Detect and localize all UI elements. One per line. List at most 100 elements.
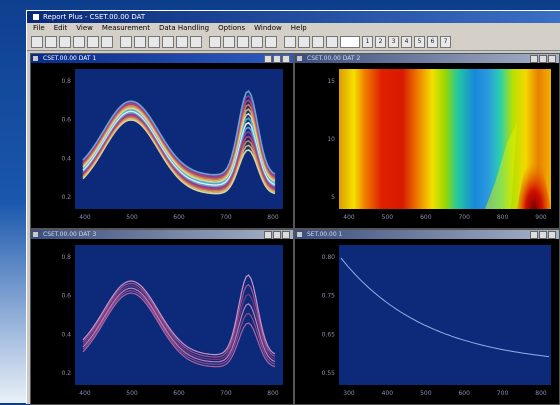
title-bar[interactable]: Report Plus - CSET.00.00 DAT xyxy=(27,11,560,23)
page-button-4[interactable]: 4 xyxy=(401,36,412,48)
close-icon[interactable] xyxy=(548,231,556,239)
plot-area xyxy=(75,245,283,385)
menu-item-options[interactable]: Options xyxy=(218,24,246,32)
spectrum-line xyxy=(82,119,276,195)
page-button-2[interactable]: 2 xyxy=(375,36,386,48)
spectrum-line xyxy=(82,117,276,193)
menu-item-measurement[interactable]: Measurement xyxy=(101,24,150,32)
spectrum-line xyxy=(82,94,276,178)
spectrum-line xyxy=(82,99,276,179)
menu-item-window[interactable]: Window xyxy=(254,24,282,32)
window-title-bar[interactable]: CSET.00.00 DAT 2 xyxy=(295,54,559,63)
spectrum-line xyxy=(82,282,276,358)
toolbar-input[interactable] xyxy=(340,36,360,48)
fit-icon[interactable] xyxy=(134,36,146,48)
zoom-in-icon[interactable] xyxy=(87,36,99,48)
app-title: Report Plus - CSET.00.00 DAT xyxy=(43,13,146,21)
contour-map-chart[interactable]: 15 10 5 400 500 600 700 800 900 xyxy=(295,63,559,228)
table-icon[interactable] xyxy=(237,36,249,48)
y-tick-label: 0.65 xyxy=(322,331,336,338)
filtered-spectra-chart[interactable]: 0.8 0.6 0.4 0.2 400 500 600 700 800 xyxy=(31,239,293,404)
y-tick-label: 0.2 xyxy=(61,370,71,377)
color-icon[interactable] xyxy=(223,36,235,48)
peak-icon[interactable] xyxy=(190,36,202,48)
window-bottom-left[interactable]: CSET.00.00 DAT 3 0.8 0.6 0.4 0.2 400 500 600 70… xyxy=(30,229,294,405)
one-icon[interactable] xyxy=(284,36,296,48)
minimize-icon[interactable] xyxy=(530,55,538,63)
spectrum-line xyxy=(82,114,276,190)
maximize-icon[interactable] xyxy=(273,55,281,63)
three-icon[interactable] xyxy=(312,36,324,48)
y-tick-label: 0.8 xyxy=(61,254,71,261)
y-tick-label: 0.4 xyxy=(61,331,71,338)
page-button-3[interactable]: 3 xyxy=(388,36,399,48)
spectra-chart[interactable]: 0.8 0.6 0.4 0.2 400 500 600 700 800 xyxy=(31,63,293,228)
spectrum-line xyxy=(82,289,276,365)
copy-icon[interactable] xyxy=(148,36,160,48)
close-icon[interactable] xyxy=(548,55,556,63)
window-top-left[interactable]: CSET.00.00 DAT 1 0.8 0.6 0.4 0.2 400 500 600 70… xyxy=(30,53,294,229)
decay-curve-chart[interactable]: 0.80 0.75 0.65 0.55 300 400 500 600 700 800 xyxy=(295,239,559,404)
chart-icon[interactable] xyxy=(251,36,263,48)
open-icon[interactable] xyxy=(45,36,57,48)
window-title: CSET.00.00 DAT 1 xyxy=(43,55,97,62)
menu-item-view[interactable]: View xyxy=(76,24,93,32)
window-bottom-right[interactable]: SET.00.00 1 0.80 0.75 0.65 0.55 300 400 500 600… xyxy=(294,229,560,405)
app-window: Report Plus - CSET.00.00 DAT File Edit Vie… xyxy=(26,10,560,405)
menu-item-edit[interactable]: Edit xyxy=(53,24,68,32)
x-tick-label: 400 xyxy=(79,390,91,397)
grid-icon[interactable] xyxy=(120,36,132,48)
window-title: SET.00.00 1 xyxy=(307,231,343,238)
toolbar-separator xyxy=(115,37,118,47)
close-icon[interactable] xyxy=(282,231,290,239)
menu-item-help[interactable]: Help xyxy=(290,24,307,32)
page-button-7[interactable]: 7 xyxy=(440,36,451,48)
x-tick-label: 700 xyxy=(220,214,232,221)
x-tick-label: 600 xyxy=(173,390,185,397)
document-icon xyxy=(297,232,302,237)
window-title-bar[interactable]: SET.00.00 1 xyxy=(295,230,559,239)
page-button-1[interactable]: 1 xyxy=(362,36,373,48)
spectrum-line xyxy=(82,287,276,363)
spectrum-line xyxy=(82,111,276,188)
window-title-bar[interactable]: CSET.00.00 DAT 1 xyxy=(31,54,293,63)
x-tick-label: 400 xyxy=(79,214,91,221)
minimize-icon[interactable] xyxy=(264,231,272,239)
close-icon[interactable] xyxy=(282,55,290,63)
window-buttons xyxy=(530,231,556,239)
x-tick-label: 400 xyxy=(343,214,355,221)
maximize-icon[interactable] xyxy=(539,55,547,63)
spectrum-line xyxy=(82,110,276,186)
y-tick-label: 15 xyxy=(327,78,335,85)
x-tick-label: 300 xyxy=(343,390,355,397)
maximize-icon[interactable] xyxy=(539,231,547,239)
y-tick-label: 0.80 xyxy=(322,254,336,261)
window-title-bar[interactable]: CSET.00.00 DAT 3 xyxy=(31,230,293,239)
maximize-icon[interactable] xyxy=(273,231,281,239)
minimize-icon[interactable] xyxy=(264,55,272,63)
cursor-icon[interactable] xyxy=(176,36,188,48)
spectrum-line xyxy=(82,113,276,189)
x-tick-label: 800 xyxy=(267,390,279,397)
axis-icon[interactable] xyxy=(209,36,221,48)
window-buttons xyxy=(264,231,290,239)
spectrum-line xyxy=(82,106,276,182)
minimize-icon[interactable] xyxy=(530,231,538,239)
paste-icon[interactable] xyxy=(162,36,174,48)
window-top-right[interactable]: CSET.00.00 DAT 2 xyxy=(294,53,560,229)
menu-item-data-handling[interactable]: Data Handling xyxy=(158,24,210,32)
zoom-out-icon[interactable] xyxy=(101,36,113,48)
export-icon[interactable] xyxy=(265,36,277,48)
four-icon[interactable] xyxy=(326,36,338,48)
new-icon[interactable] xyxy=(31,36,43,48)
print-icon[interactable] xyxy=(73,36,85,48)
spectrum-line xyxy=(82,89,276,176)
y-tick-label: 0.8 xyxy=(61,78,71,85)
two-icon[interactable] xyxy=(298,36,310,48)
page-button-5[interactable]: 5 xyxy=(414,36,425,48)
x-tick-label: 600 xyxy=(173,214,185,221)
save-icon[interactable] xyxy=(59,36,71,48)
menu-item-file[interactable]: File xyxy=(33,24,45,32)
x-tick-label: 800 xyxy=(497,214,509,221)
page-button-6[interactable]: 6 xyxy=(427,36,438,48)
